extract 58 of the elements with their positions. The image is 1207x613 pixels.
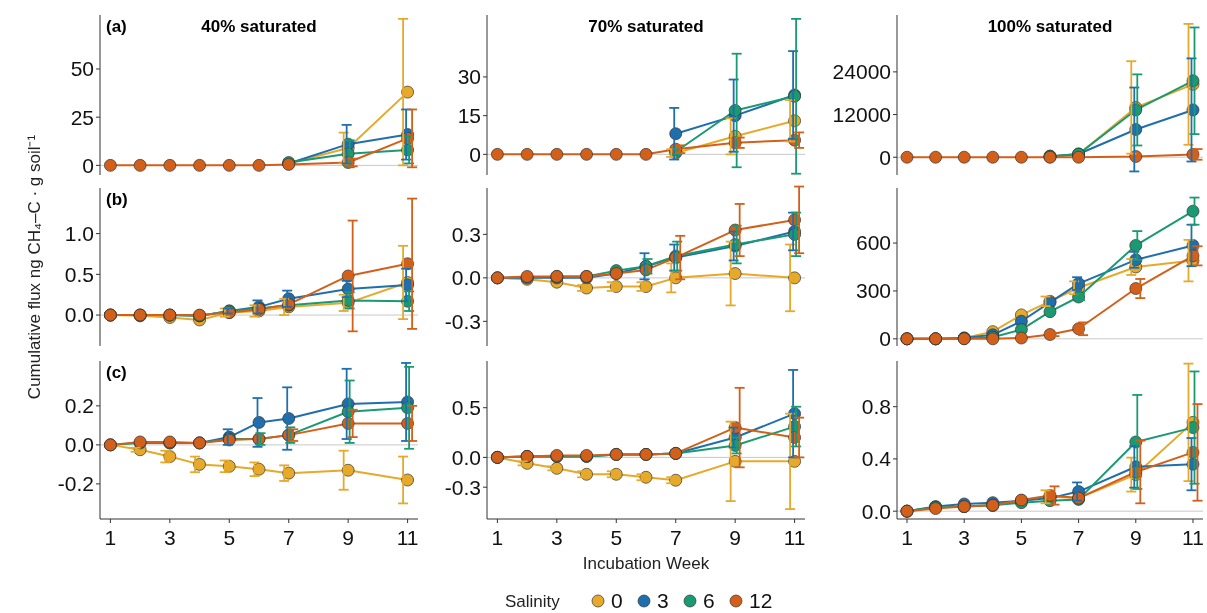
y-tick-label: -0.2 — [57, 472, 94, 496]
legend-label: 12 — [749, 589, 773, 613]
annotation: (a) — [106, 17, 127, 36]
y-tick-label: 300 — [855, 279, 891, 303]
y-tick-label: 0.0 — [451, 445, 481, 469]
x-tick-label: 9 — [729, 526, 741, 549]
x-tick-label: 11 — [396, 526, 419, 549]
y-tick-label: 0.0 — [861, 499, 891, 523]
legend-title: Salinity — [505, 591, 561, 611]
x-tick-label: 1 — [491, 526, 504, 549]
y-tick-label: 12000 — [832, 102, 891, 126]
x-tick-label: 1 — [901, 526, 913, 549]
y-tick-label: 24000 — [832, 60, 891, 84]
x-tick-label: 5 — [610, 526, 623, 549]
y-tick-label: 0.0 — [64, 433, 94, 457]
x-tick-label: 5 — [223, 526, 236, 549]
y-tick-label: 0.3 — [451, 222, 481, 246]
annotation: (c) — [106, 363, 127, 382]
y-tick-label: 0.0 — [451, 266, 481, 290]
y-tick-label: 0.4 — [861, 447, 892, 471]
y-tick-label: 1.0 — [64, 221, 94, 245]
x-tick-label: 1 — [104, 526, 117, 549]
y-tick-label: 15 — [457, 104, 481, 127]
y-tick-label: 0 — [469, 142, 481, 166]
y-tick-label: 600 — [855, 231, 891, 255]
y-tick-label: 50 — [70, 57, 94, 81]
y-tick-label: 0.2 — [64, 394, 94, 418]
y-tick-label: 0.8 — [861, 395, 891, 419]
x-tick-label: 9 — [342, 526, 354, 549]
x-tick-label: 7 — [282, 526, 295, 549]
x-tick-label: 3 — [958, 526, 971, 549]
y-tick-label: 0.0 — [64, 303, 94, 327]
legend-label: 3 — [657, 589, 669, 613]
chart-title: 40% saturated — [201, 17, 317, 36]
x-tick-label: 9 — [1129, 526, 1142, 549]
legend-label: 0 — [611, 589, 623, 613]
y-tick-label: 0.5 — [451, 396, 481, 420]
x-tick-label: 7 — [1072, 526, 1085, 549]
chart-title: 70% saturated — [588, 17, 704, 36]
x-tick-label: 3 — [551, 526, 563, 549]
y-tick-label: 0.5 — [64, 262, 94, 286]
x-tick-label: 5 — [1015, 526, 1028, 549]
legend-label: 6 — [703, 589, 715, 613]
y-tick-label: 0 — [879, 327, 891, 351]
x-tick-label: 11 — [783, 526, 806, 549]
y-tick-label: -0.3 — [444, 309, 481, 333]
y-axis-title: Cumulative flux ng CH₄–C · g soil⁻¹ — [25, 134, 44, 400]
y-tick-label: 0 — [879, 145, 891, 169]
y-tick-label: 30 — [457, 65, 481, 89]
x-axis-title: Incubation Week — [582, 554, 710, 573]
chart-title: 100% saturated — [987, 17, 1113, 36]
y-tick-label: -0.3 — [444, 475, 481, 499]
annotation: (b) — [106, 190, 128, 209]
y-tick-label: 0 — [82, 153, 94, 177]
x-tick-label: 7 — [669, 526, 682, 549]
y-tick-label: 25 — [70, 105, 94, 129]
x-tick-label: 11 — [1182, 526, 1204, 549]
x-tick-label: 3 — [164, 526, 176, 549]
